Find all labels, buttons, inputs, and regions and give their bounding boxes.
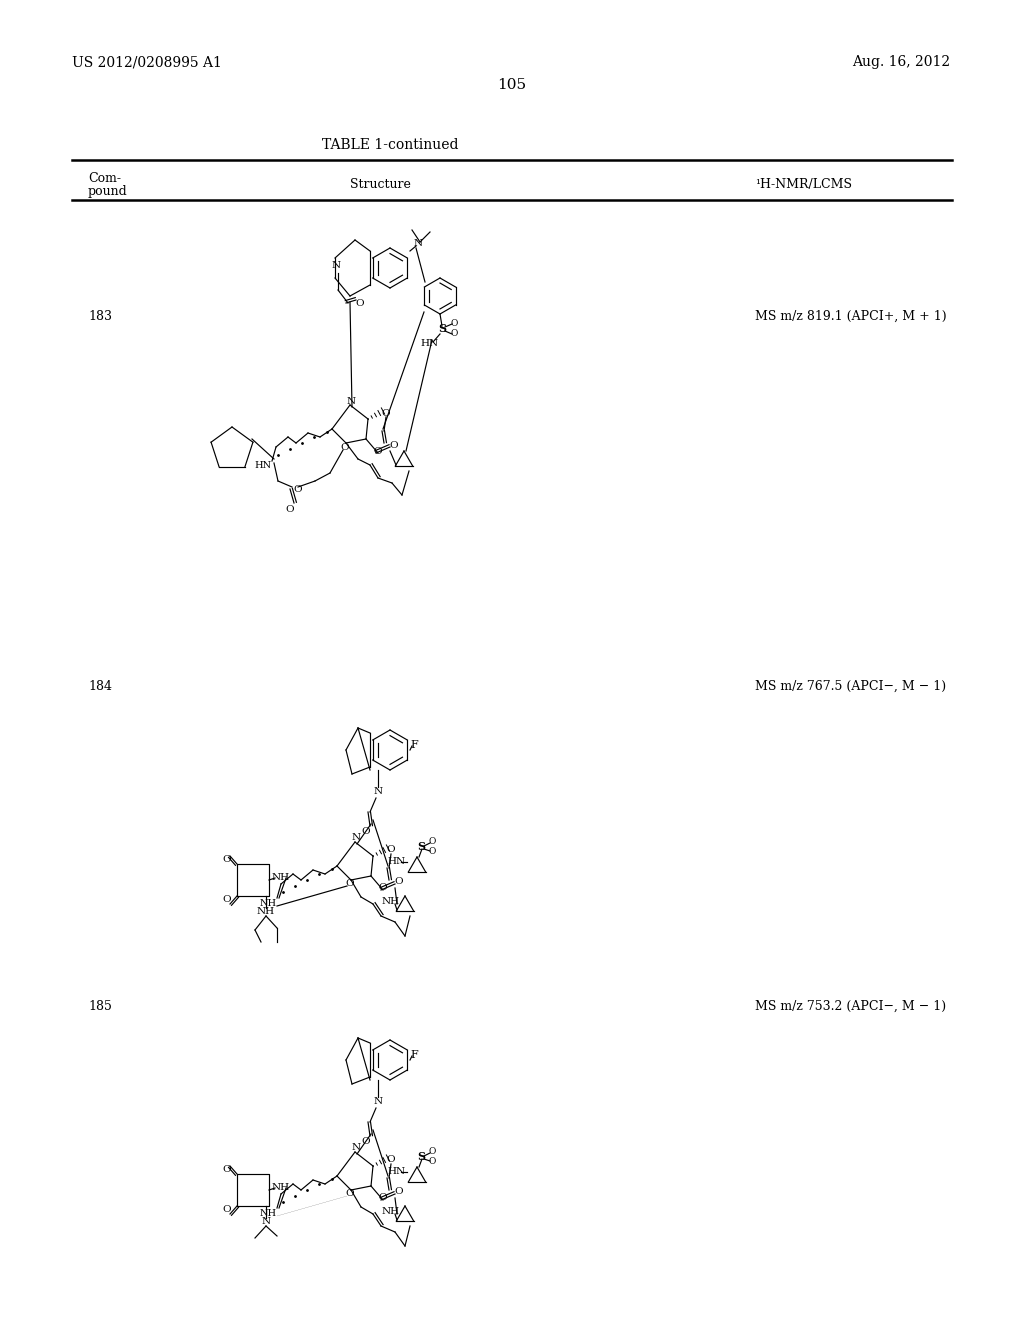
Text: S: S bbox=[438, 323, 446, 334]
Text: O: O bbox=[428, 837, 435, 846]
Text: F: F bbox=[411, 1049, 418, 1060]
Text: 105: 105 bbox=[498, 78, 526, 92]
Text: O: O bbox=[382, 408, 390, 417]
Text: HN: HN bbox=[388, 857, 407, 866]
Text: O: O bbox=[394, 1188, 403, 1196]
Text: N: N bbox=[351, 833, 360, 842]
Text: S: S bbox=[417, 1151, 425, 1163]
Text: NH: NH bbox=[382, 898, 400, 907]
Text: O: O bbox=[294, 486, 302, 495]
Text: N: N bbox=[261, 1217, 270, 1226]
Text: O: O bbox=[390, 441, 398, 450]
Text: O: O bbox=[379, 1193, 387, 1203]
Text: S: S bbox=[417, 842, 425, 853]
Text: O: O bbox=[361, 1138, 371, 1147]
Text: O: O bbox=[346, 1189, 354, 1199]
Text: O: O bbox=[374, 446, 382, 455]
Text: O: O bbox=[355, 298, 365, 308]
Text: O: O bbox=[222, 895, 231, 904]
Text: MS m/z 767.5 (APCI−, M − 1): MS m/z 767.5 (APCI−, M − 1) bbox=[755, 680, 946, 693]
Text: O: O bbox=[428, 1147, 435, 1155]
Text: Aug. 16, 2012: Aug. 16, 2012 bbox=[852, 55, 950, 69]
Text: O: O bbox=[387, 1155, 395, 1164]
Text: HN: HN bbox=[388, 1167, 407, 1176]
Text: N: N bbox=[374, 788, 383, 796]
Text: NH: NH bbox=[382, 1208, 400, 1217]
Text: N: N bbox=[351, 1143, 360, 1152]
Text: NH: NH bbox=[260, 1209, 278, 1218]
Text: O: O bbox=[428, 1158, 435, 1167]
Text: Structure: Structure bbox=[349, 178, 411, 191]
Text: O: O bbox=[428, 847, 435, 857]
Text: NH: NH bbox=[260, 899, 278, 908]
Text: O: O bbox=[387, 846, 395, 854]
Text: N: N bbox=[414, 239, 423, 248]
Text: MS m/z 753.2 (APCI−, M − 1): MS m/z 753.2 (APCI−, M − 1) bbox=[755, 1001, 946, 1012]
Text: O: O bbox=[379, 883, 387, 892]
Text: 185: 185 bbox=[88, 1001, 112, 1012]
Text: N: N bbox=[332, 261, 341, 271]
Text: Com-: Com- bbox=[88, 172, 121, 185]
Text: N: N bbox=[346, 396, 355, 405]
Text: NH: NH bbox=[257, 908, 275, 916]
Text: MS m/z 819.1 (APCI+, M + 1): MS m/z 819.1 (APCI+, M + 1) bbox=[755, 310, 946, 323]
Text: F: F bbox=[411, 741, 418, 750]
Text: O: O bbox=[361, 828, 371, 837]
Text: O: O bbox=[286, 504, 294, 513]
Text: NH: NH bbox=[272, 1184, 290, 1192]
Text: 183: 183 bbox=[88, 310, 112, 323]
Text: ¹H-NMR/LCMS: ¹H-NMR/LCMS bbox=[755, 178, 852, 191]
Text: 184: 184 bbox=[88, 680, 112, 693]
Text: pound: pound bbox=[88, 185, 128, 198]
Text: HN: HN bbox=[421, 339, 439, 348]
Text: US 2012/0208995 A1: US 2012/0208995 A1 bbox=[72, 55, 222, 69]
Text: N: N bbox=[374, 1097, 383, 1106]
Text: HN: HN bbox=[255, 461, 272, 470]
Text: O: O bbox=[394, 878, 403, 887]
Text: O: O bbox=[346, 879, 354, 888]
Text: NH: NH bbox=[272, 874, 290, 883]
Text: O: O bbox=[451, 330, 458, 338]
Text: O: O bbox=[451, 319, 458, 329]
Text: TABLE 1-continued: TABLE 1-continued bbox=[322, 139, 459, 152]
Text: O: O bbox=[222, 1205, 231, 1214]
Text: O: O bbox=[222, 855, 231, 865]
Text: O: O bbox=[222, 1166, 231, 1175]
Text: O: O bbox=[341, 442, 349, 451]
